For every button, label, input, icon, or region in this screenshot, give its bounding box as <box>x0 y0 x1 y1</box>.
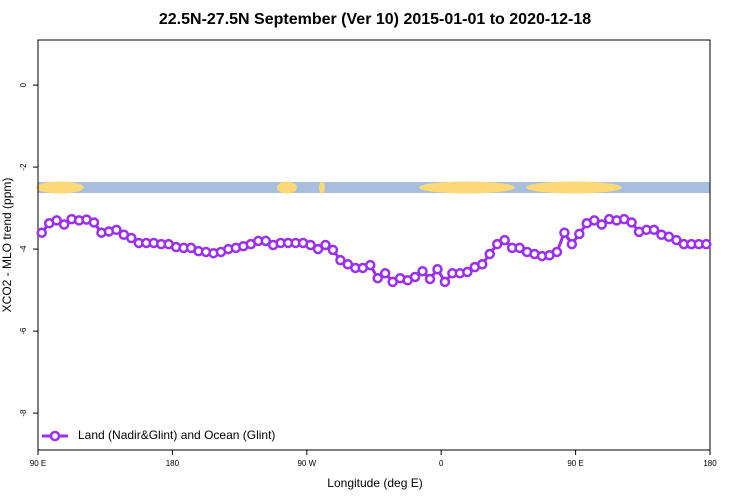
data-point <box>111 224 122 236</box>
data-point <box>439 276 451 288</box>
data-point <box>372 272 383 284</box>
data-point <box>424 273 436 285</box>
data-point <box>320 239 331 251</box>
x-tick-label: 90 E <box>30 459 46 468</box>
data-point <box>671 234 682 246</box>
data-point <box>126 232 137 244</box>
data-point <box>514 242 525 254</box>
data-point <box>626 217 637 228</box>
data-point <box>574 228 585 240</box>
y-tick-label: 0 <box>19 82 28 87</box>
data-point <box>491 238 503 250</box>
data-point <box>58 219 70 230</box>
data-point <box>566 238 578 250</box>
data-point <box>327 244 339 256</box>
data-point <box>417 265 428 277</box>
data-point <box>499 234 510 246</box>
data-point <box>477 259 488 270</box>
data-point <box>312 243 324 255</box>
data-point <box>335 254 346 266</box>
data-point <box>551 246 563 258</box>
data-point <box>365 259 376 271</box>
legend-label: Land (Nadir&Glint) and Ocean (Glint) <box>78 428 275 442</box>
land-patch <box>277 181 297 194</box>
data-point <box>379 268 391 279</box>
y-tick-label: -8 <box>19 409 28 417</box>
land-patch <box>419 181 515 194</box>
x-tick-label: 0 <box>439 459 444 468</box>
data-point <box>260 235 271 247</box>
data-point <box>462 266 473 278</box>
y-tick-label: -2 <box>19 163 28 171</box>
x-axis-label: Longitude (deg E) <box>327 476 422 490</box>
data-point <box>51 215 62 226</box>
land-patch <box>526 181 622 194</box>
y-axis-label: XCO2 - MLO trend (ppm) <box>0 178 14 313</box>
land-patch <box>36 181 84 194</box>
data-point <box>432 263 443 275</box>
land-ocean-strip <box>36 181 710 194</box>
legend: Land (Nadir&Glint) and Ocean (Glint) <box>42 428 275 442</box>
ocean-band <box>38 182 710 193</box>
x-tick-label: 180 <box>166 459 180 468</box>
x-tick-label: 90 W <box>297 459 316 468</box>
data-point <box>589 215 600 226</box>
data-point <box>88 217 100 228</box>
data-point <box>305 239 316 251</box>
data-point <box>701 238 712 250</box>
x-tick-label: 180 <box>703 459 717 468</box>
data-point <box>36 227 47 238</box>
land-patch <box>319 181 325 194</box>
data-point <box>596 219 607 230</box>
chart-title: 22.5N-27.5N September (Ver 10) 2015-01-0… <box>159 11 591 28</box>
x-tick-label: 90 E <box>567 459 583 468</box>
data-point <box>648 224 660 236</box>
data-point <box>484 248 495 260</box>
legend-marker <box>49 430 61 442</box>
y-tick-label: -6 <box>19 327 28 335</box>
y-tick-label: -4 <box>19 245 28 253</box>
data-point <box>559 227 570 238</box>
data-point <box>409 271 421 283</box>
